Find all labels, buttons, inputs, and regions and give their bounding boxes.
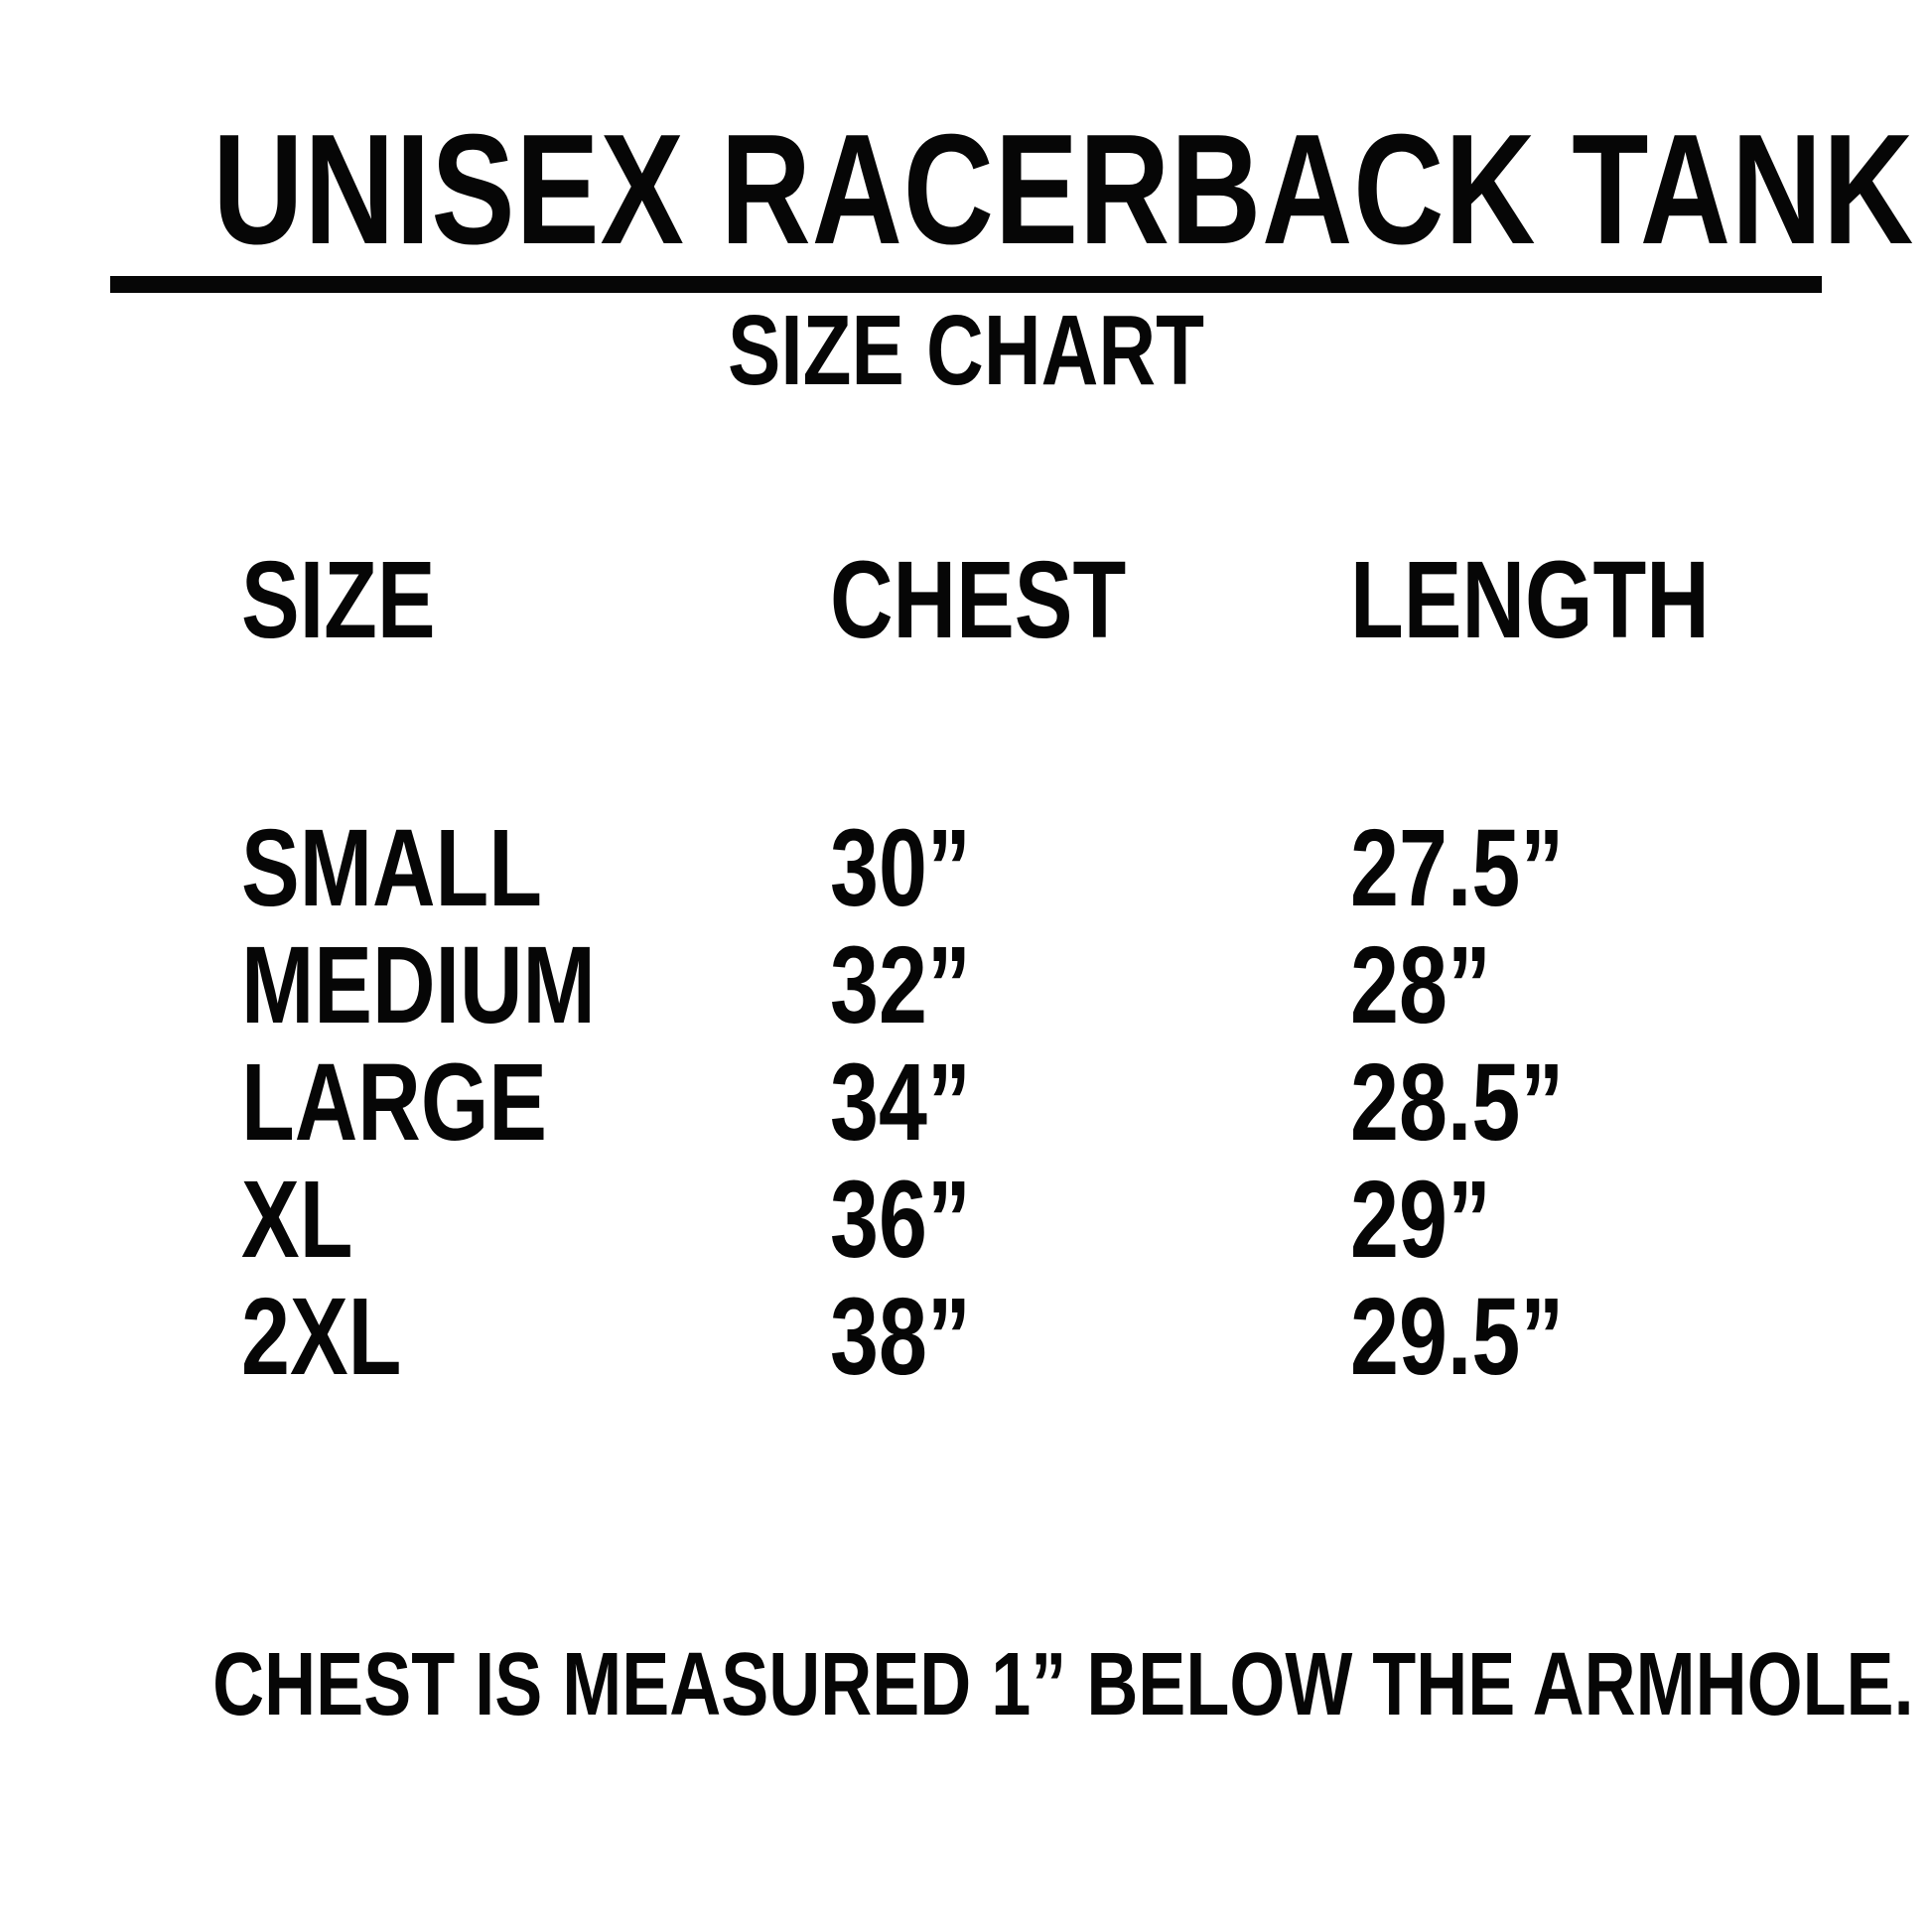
column-header-length: LENGTH	[1350, 539, 1710, 661]
table-row-xl-chest: 36”	[830, 1159, 971, 1281]
table-row-large-chest: 34”	[830, 1041, 971, 1164]
table-row-2xl-chest: 38”	[830, 1276, 971, 1398]
table-row-large-length: 28.5”	[1350, 1041, 1565, 1164]
table-row-small-chest: 30”	[830, 807, 971, 929]
title-underline	[110, 276, 1822, 293]
size-table: SIZE CHEST LENGTH SMALL 30” 27.5” MEDIUM…	[241, 542, 1799, 1396]
table-row-xl-size: XL	[241, 1159, 353, 1281]
header-gap	[241, 659, 1799, 810]
measurement-note-text: CHEST IS MEASURED 1” BELOW THE ARMHOLE.	[212, 1635, 1914, 1734]
table-row-small-length: 27.5”	[1350, 807, 1565, 929]
page-title: UNISEX RACERBACK TANK	[0, 111, 1932, 268]
table-row-xl-length: 29”	[1350, 1159, 1491, 1281]
table-row-medium-chest: 32”	[830, 924, 971, 1046]
measurement-note: CHEST IS MEASURED 1” BELOW THE ARMHOLE.	[0, 1640, 1932, 1729]
column-header-size: SIZE	[241, 539, 436, 661]
page-subtitle-text: SIZE CHART	[728, 295, 1204, 406]
table-row-small-size: SMALL	[241, 807, 543, 929]
page-title-text: UNISEX RACERBACK TANK	[212, 102, 1915, 277]
table-row-2xl-size: 2XL	[241, 1276, 402, 1398]
page-subtitle: SIZE CHART	[0, 301, 1932, 400]
table-row-medium-size: MEDIUM	[241, 924, 596, 1046]
table-row-2xl-length: 29.5”	[1350, 1276, 1565, 1398]
table-row-large-size: LARGE	[241, 1041, 547, 1164]
table-row-medium-length: 28”	[1350, 924, 1491, 1046]
column-header-chest: CHEST	[830, 539, 1127, 661]
